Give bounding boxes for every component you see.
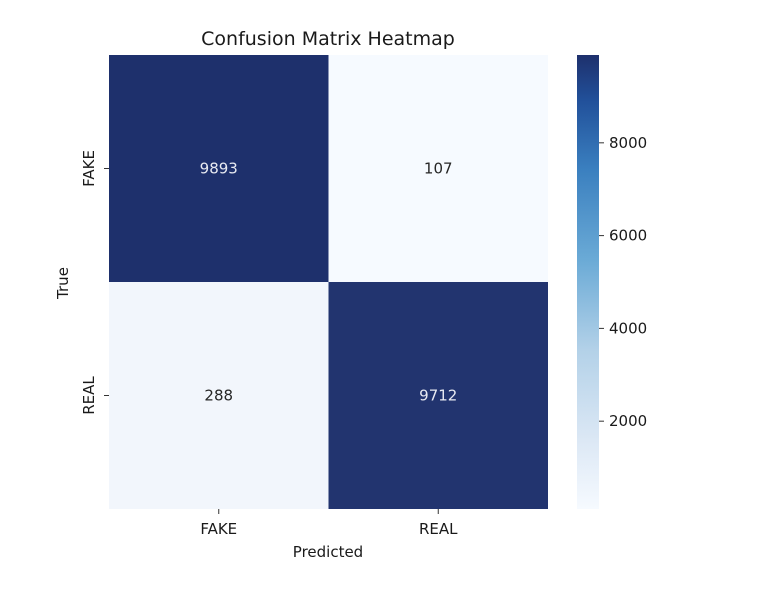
cell-value-label: 9893 — [200, 160, 238, 178]
heatmap-cell — [109, 55, 329, 282]
x-tick-label: FAKE — [200, 520, 237, 538]
colorbar-tick-label: 8000 — [609, 134, 647, 152]
colorbar-tick-label: 4000 — [609, 319, 647, 337]
cell-value-label: 107 — [424, 160, 453, 178]
y-tick-label: FAKE — [80, 150, 98, 187]
heatmap-cell — [328, 282, 548, 509]
chart-title: Confusion Matrix Heatmap — [201, 28, 455, 50]
y-tick-label: REAL — [80, 376, 98, 415]
x-tick-label: REAL — [419, 520, 458, 538]
colorbar-tick-label: 6000 — [609, 227, 647, 245]
colorbar — [577, 55, 599, 509]
cell-value-label: 288 — [204, 387, 233, 405]
y-axis: FAKE REAL — [80, 150, 109, 415]
heatmap-cell — [328, 55, 548, 282]
x-axis-label: Predicted — [293, 543, 363, 561]
colorbar-tick-label: 2000 — [609, 412, 647, 430]
colorbar-axis: 2000 4000 6000 8000 — [599, 134, 647, 430]
heatmap-grid: 9893 107 288 9712 — [109, 55, 548, 509]
y-axis-label: True — [54, 267, 72, 300]
cell-value-label: 9712 — [419, 387, 457, 405]
x-axis: FAKE REAL — [200, 509, 458, 538]
heatmap-cell — [109, 282, 329, 509]
